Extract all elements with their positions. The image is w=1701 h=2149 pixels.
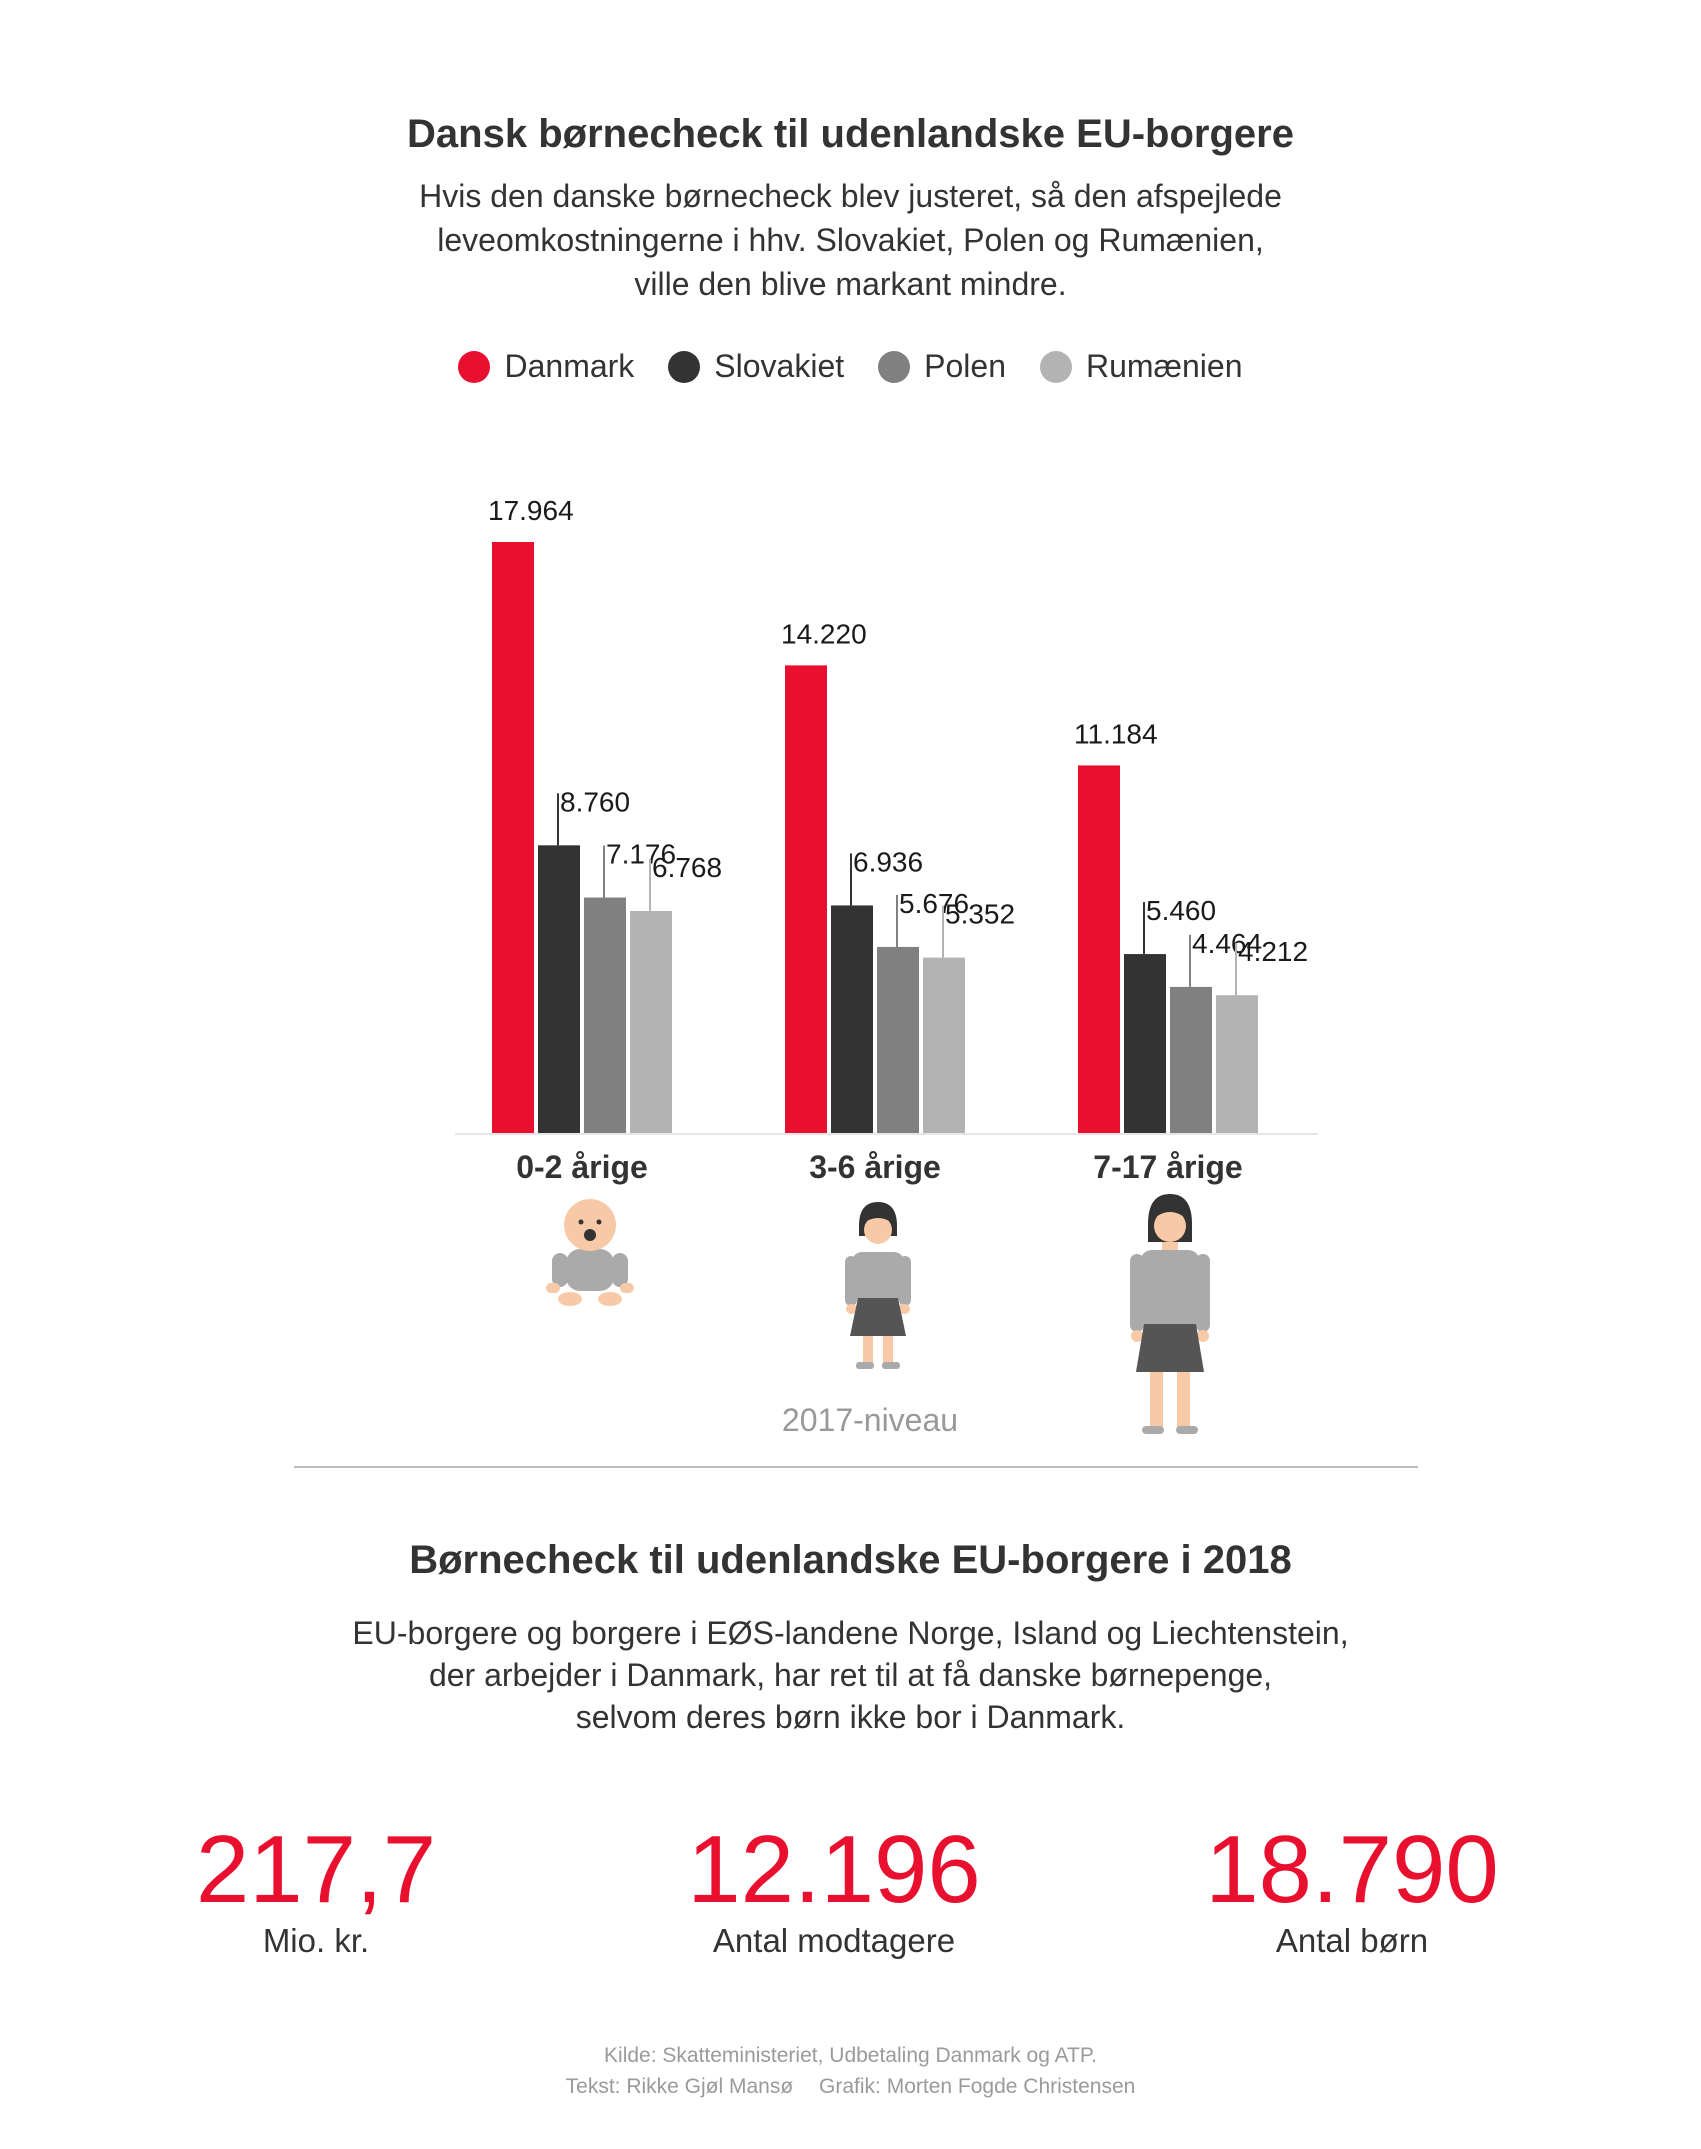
category-label: 7-17 årige [1093, 1149, 1242, 1185]
stat-label: Mio. kr. [262, 1922, 370, 1959]
footer: Kilde: Skatteministeriet, Udbetaling Dan… [0, 2040, 1701, 2102]
legend-swatch [878, 350, 911, 383]
data-label: 8.760 [560, 786, 630, 817]
bar-rumænien-1 [923, 957, 965, 1134]
bar-rumænien-2 [1216, 995, 1258, 1134]
data-label: 4.464 [1192, 928, 1262, 959]
data-label: 17.964 [488, 495, 574, 526]
legend-item-slovakiet: Slovakiet [668, 348, 844, 385]
intro-line: der arbejder i Danmark, har ret til at f… [428, 1657, 1273, 1693]
chart-subtitle: Hvis den danske børnecheck blev justeret… [0, 174, 1701, 306]
graphic-credit: Grafik: Morten Fogde Christensen [819, 2075, 1136, 2098]
legend-swatch [1039, 350, 1072, 383]
legend-item-polen: Polen [878, 348, 1006, 385]
bar-polen-2 [1170, 986, 1212, 1134]
bar-slovakiet-0 [538, 845, 580, 1134]
stat-amount: 217,7 Mio. kr. [86, 1820, 546, 1960]
subtitle-line: ville den blive markant mindre. [634, 266, 1067, 302]
data-label: 6.768 [652, 852, 722, 883]
intro-line: selvom deres børn ikke bor i Danmark. [575, 1699, 1126, 1735]
stat-recipients: 12.196 Antal modtagere [604, 1820, 1064, 1960]
data-label: 5.676 [899, 888, 969, 919]
stat-label: Antal modtagere [712, 1922, 956, 1959]
stat-children: 18.790 Antal børn [1122, 1820, 1582, 1960]
data-label: 11.184 [1074, 718, 1158, 749]
category-label: 0-2 årige [516, 1149, 648, 1185]
category-label: 3-6 årige [809, 1149, 941, 1185]
chart-note: 2017-niveau [781, 1402, 959, 1438]
bar-danmark-1 [785, 665, 827, 1134]
legend-swatch [458, 350, 491, 383]
child-icon [845, 1202, 911, 1369]
section2-title: Børnecheck til udenlandske EU-borgere i … [409, 1538, 1292, 1582]
stat-value: 217,7 [195, 1816, 437, 1923]
stat-value: 12.196 [687, 1816, 981, 1923]
section2-intro: EU-borgere og borgere i EØS-landene Norg… [0, 1612, 1701, 1738]
baby-icon [546, 1199, 634, 1306]
legend-item-rumaenien: Rumænien [1039, 348, 1243, 385]
data-label: 5.460 [1146, 895, 1216, 926]
bar-rumænien-0 [630, 910, 672, 1134]
subtitle-line: leveomkostningerne i hhv. Slovakiet, Pol… [437, 222, 1264, 258]
legend-label: Danmark [504, 348, 635, 384]
data-label: 6.936 [853, 846, 923, 877]
bar-danmark-0 [492, 542, 534, 1134]
legend-label: Rumænien [1085, 348, 1243, 384]
stat-label: Antal børn [1275, 1922, 1429, 1959]
data-label: 14.220 [781, 618, 867, 649]
legend-label: Polen [924, 348, 1006, 384]
bar-slovakiet-2 [1124, 954, 1166, 1134]
stat-value: 18.790 [1205, 1816, 1499, 1923]
bar-polen-0 [584, 897, 626, 1134]
legend: Danmark Slovakiet Polen Rumænien [0, 348, 1701, 385]
bar-danmark-2 [1078, 765, 1120, 1134]
data-label: 7.176 [606, 839, 676, 870]
legend-item-danmark: Danmark [458, 348, 634, 385]
legend-label: Slovakiet [714, 348, 845, 384]
subtitle-line: Hvis den danske børnecheck blev justeret… [419, 178, 1282, 214]
credits: Tekst: Rikke Gjøl Mansø Grafik: Morten F… [0, 2071, 1701, 2102]
legend-swatch [668, 350, 701, 383]
text-credit: Tekst: Rikke Gjøl Mansø [565, 2075, 794, 2098]
bar-polen-1 [877, 946, 919, 1134]
source-note: Kilde: Skatteministeriet, Udbetaling Dan… [604, 2044, 1097, 2067]
section-divider [294, 1466, 1418, 1468]
teen-icon [1130, 1194, 1210, 1434]
intro-line: EU-borgere og borgere i EØS-landene Norg… [352, 1615, 1349, 1651]
data-label: 4.212 [1238, 936, 1308, 967]
chart-title: Dansk børnecheck til udenlandske EU-borg… [407, 112, 1294, 156]
bar-slovakiet-1 [831, 905, 873, 1134]
data-label: 5.352 [945, 899, 1015, 930]
